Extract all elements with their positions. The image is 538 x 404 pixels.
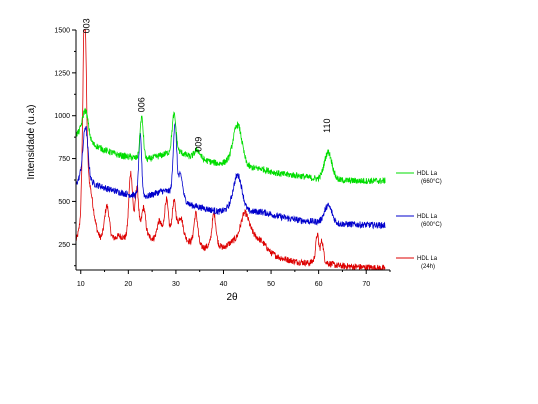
peak-label: 003	[81, 18, 91, 33]
legend: HDL La (24h) HDL La (600°C) HDL La (660°C)	[396, 171, 442, 270]
x-tick-label: 10	[77, 281, 85, 288]
series-line	[75, 107, 386, 185]
legend-label: HDL La	[417, 256, 438, 262]
x-tick-label: 70	[362, 281, 370, 288]
x-tick-label: 30	[172, 281, 180, 288]
plot-lines	[75, 29, 386, 271]
axes	[75, 30, 390, 271]
y-tick-label: 1500	[54, 28, 70, 35]
x-tick-label: 60	[315, 281, 323, 288]
y-tick-label: 500	[58, 199, 70, 206]
legend-label: HDL La	[417, 171, 438, 177]
y-tick-label: 750	[58, 156, 70, 163]
x-tick-label: 40	[220, 281, 228, 288]
y-tick-label: 250	[58, 242, 70, 249]
x-tick-label: 50	[267, 281, 275, 288]
legend-label: (24h)	[421, 264, 435, 270]
peak-labels: 003 006 009 110	[81, 18, 332, 151]
series-line	[75, 122, 386, 230]
peak-label: 009	[194, 137, 204, 152]
ticks: 10 20 30 40 50 60 70 250 500 750 1000 1250 1500	[54, 28, 391, 288]
legend-label: (660°C)	[421, 179, 442, 185]
y-tick-label: 1000	[54, 113, 70, 120]
peak-label: 006	[137, 97, 147, 112]
legend-label: HDL La	[417, 214, 438, 220]
y-axis-label: Intensidade (u.a)	[26, 104, 37, 179]
legend-label: (600°C)	[421, 222, 442, 228]
y-tick-label: 1250	[54, 70, 70, 77]
series-line	[75, 29, 386, 271]
peak-label: 110	[322, 118, 332, 132]
x-axis-label: 2θ	[226, 292, 238, 303]
x-tick-label: 20	[124, 281, 132, 288]
